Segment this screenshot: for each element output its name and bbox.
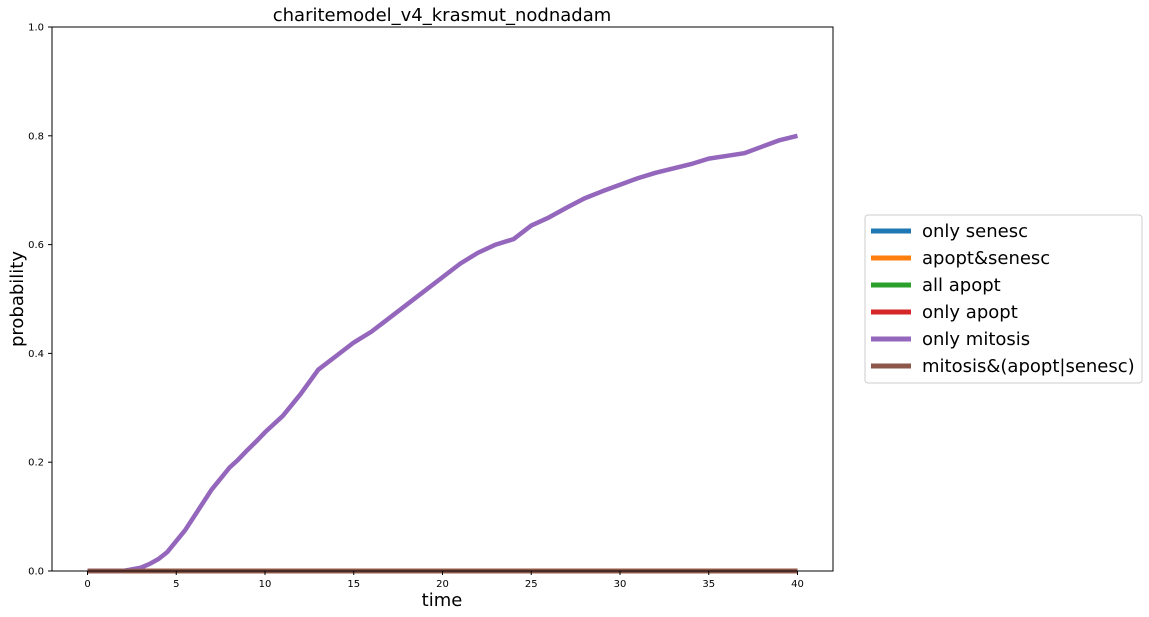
x-axis-label: time	[422, 590, 463, 611]
x-tick-label: 25	[525, 579, 538, 590]
y-axis: 0.0 0.2 0.4 0.6 0.8 1.0	[28, 23, 52, 578]
x-axis: 0 5 10 15 20 25 30 35 40	[84, 571, 804, 590]
series-line-4	[87, 133, 799, 574]
x-tick-label: 5	[173, 579, 179, 590]
legend-label-2: all apopt	[922, 275, 1001, 296]
x-tick-label: 40	[791, 579, 804, 590]
plot-frame	[51, 26, 834, 572]
x-tick-label: 35	[702, 579, 715, 590]
legend: only senesc apopt&senesc all apopt only apo…	[864, 214, 1143, 384]
x-tick-label: 10	[259, 579, 272, 590]
x-tick-label: 0	[84, 579, 90, 590]
plot-area	[87, 133, 799, 574]
legend-label-1: apopt&senesc	[922, 248, 1050, 269]
x-tick-label: 15	[347, 579, 360, 590]
y-axis-label: probability	[7, 251, 28, 347]
y-tick-label: 0.4	[28, 349, 44, 360]
legend-frame	[864, 214, 1143, 384]
x-tick-label: 20	[436, 579, 449, 590]
chart-title: charitemodel_v4_krasmut_nodnadam	[273, 5, 612, 26]
y-tick-label: 1.0	[28, 23, 44, 34]
legend-label-0: only senesc	[922, 221, 1028, 242]
y-tick-label: 0.8	[28, 131, 44, 142]
y-tick-label: 0.0	[28, 567, 44, 578]
legend-label-4: only mitosis	[922, 329, 1030, 350]
legend-label-5: mitosis&(apopt|senesc)	[922, 356, 1135, 377]
y-tick-label: 0.2	[28, 458, 44, 469]
legend-label-3: only apopt	[922, 302, 1018, 323]
y-tick-label: 0.6	[28, 240, 44, 251]
x-tick-label: 30	[614, 579, 627, 590]
